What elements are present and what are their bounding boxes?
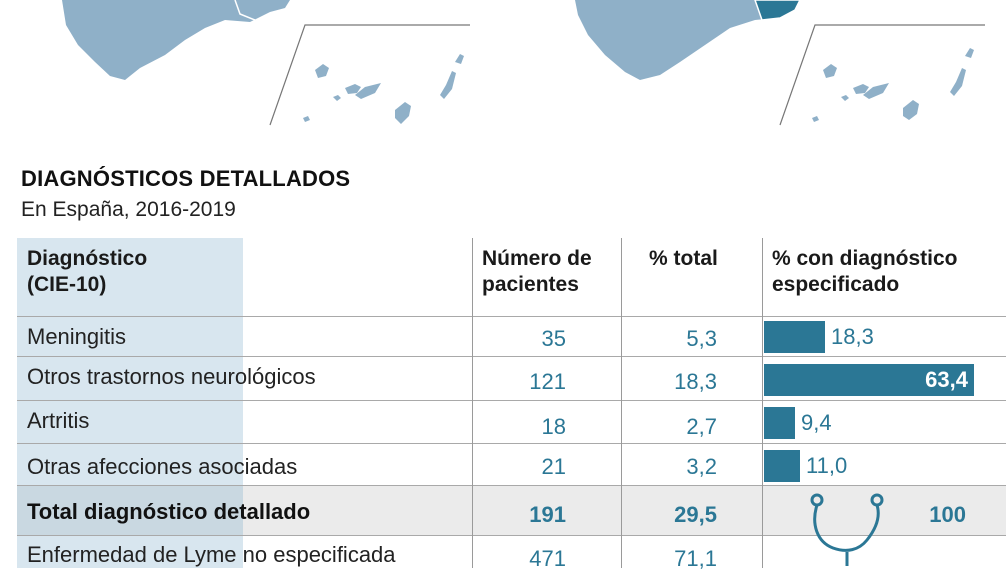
right-map-mainland <box>575 0 800 80</box>
row-pacientes: 21 <box>541 454 566 479</box>
row-label-meningitis: Meningitis <box>27 324 127 349</box>
header-pct-especificado: % con diagnóstico especificado <box>772 247 958 296</box>
left-map-inset-line <box>269 24 470 126</box>
row-label-artritis: Artritis <box>27 408 90 433</box>
right-map-inset-line <box>779 24 985 126</box>
left-map-islands <box>303 54 464 124</box>
row-label-otras-afecciones: Otras afecciones asociadas <box>27 454 298 479</box>
right-map-highlight <box>754 0 801 21</box>
row-pct-total: 71,1 <box>674 546 717 571</box>
bar-value-label: 9,4 <box>801 410 832 435</box>
total-row-label: Total diagnóstico detallado <box>27 499 311 524</box>
column-divider <box>762 238 763 568</box>
diagnosis-table: Diagnóstico (CIE-10) Número de pacientes… <box>17 238 1006 571</box>
row-divider <box>17 485 1006 486</box>
row-label-lyme: Enfermedad de Lyme no especificada <box>27 542 396 567</box>
total-pct-especificado: 100 <box>929 502 966 527</box>
row-pct-total: 5,3 <box>686 326 717 351</box>
chart-titles: DIAGNÓSTICOS DETALLADOS En España, 2016-… <box>21 166 350 222</box>
total-pct-total: 29,5 <box>674 502 717 527</box>
row-pct-total: 18,3 <box>674 369 717 394</box>
column-divider <box>472 238 473 568</box>
header-numero-pacientes: Número de pacientes <box>482 247 592 296</box>
row-pacientes: 121 <box>529 369 566 394</box>
bar-pct-especificado <box>764 407 795 439</box>
spain-maps-illustration <box>62 0 985 126</box>
total-row-first-cell-background <box>17 485 243 535</box>
stethoscope-icon <box>810 493 884 566</box>
bar-pct-especificado <box>764 321 825 353</box>
left-map-region-border <box>234 0 256 21</box>
row-pacientes: 471 <box>529 546 566 571</box>
chart-title: DIAGNÓSTICOS DETALLADOS <box>21 166 351 191</box>
bar-pct-especificado <box>764 364 974 396</box>
left-map-mainland <box>62 0 290 80</box>
right-map-islands <box>812 48 974 122</box>
bar-value-label: 11,0 <box>806 453 848 478</box>
column-divider <box>621 238 622 568</box>
row-divider <box>17 535 1006 536</box>
row-divider <box>17 400 1006 401</box>
header-diagnostico: Diagnóstico (CIE-10) <box>27 247 148 296</box>
row-pacientes: 35 <box>541 326 566 351</box>
row-divider <box>17 443 1006 444</box>
bar-value-label: 18,3 <box>831 324 874 349</box>
bar-pct-especificado <box>764 450 800 482</box>
header-divider <box>17 316 1006 317</box>
row-pacientes: 18 <box>541 414 566 439</box>
row-pct-total: 2,7 <box>686 414 717 439</box>
maps-strip <box>0 0 1006 140</box>
row-divider <box>17 356 1006 357</box>
total-pacientes: 191 <box>529 502 566 527</box>
header-pct-total: % total <box>649 247 718 270</box>
row-pct-total: 3,2 <box>686 454 717 479</box>
row-label-otros-trastornos: Otros trastornos neurológicos <box>27 364 316 389</box>
bar-value-label: 63,4 <box>925 367 968 392</box>
chart-subtitle: En España, 2016-2019 <box>21 198 236 221</box>
